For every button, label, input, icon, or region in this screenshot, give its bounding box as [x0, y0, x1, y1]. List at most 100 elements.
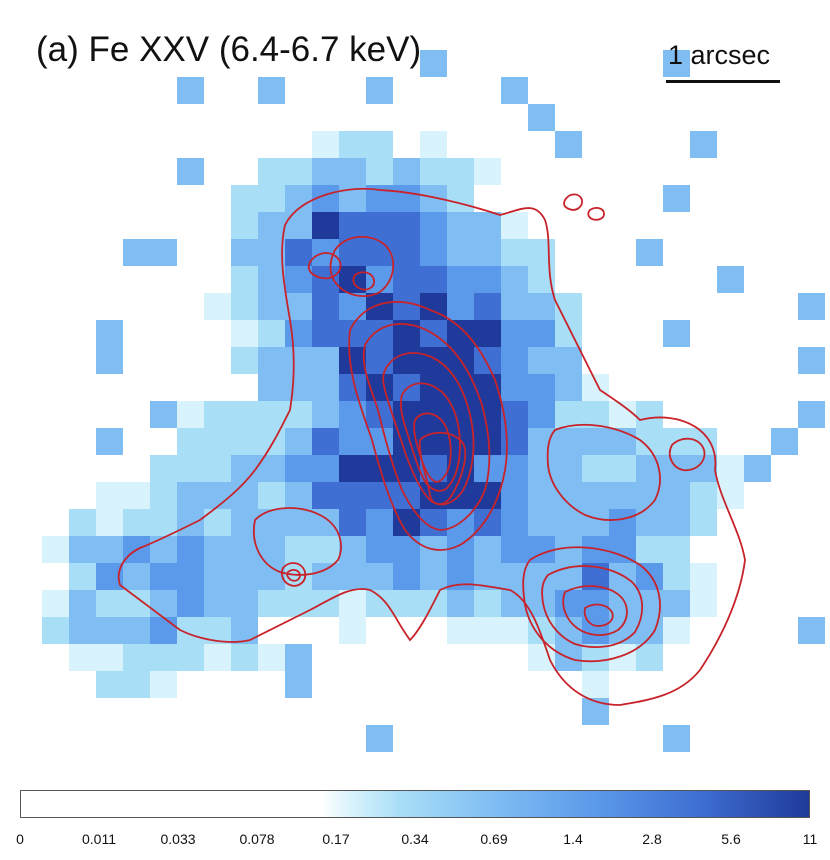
- map-pixel: [555, 131, 582, 158]
- map-pixel: [69, 509, 96, 536]
- map-pixel: [339, 239, 366, 266]
- map-pixel: [231, 239, 258, 266]
- colorbar-tick-label: 0: [16, 831, 24, 847]
- map-pixel: [690, 590, 717, 617]
- map-pixel: [258, 266, 285, 293]
- map-pixel: [555, 482, 582, 509]
- map-pixel: [609, 455, 636, 482]
- scale-bar-line: [666, 80, 780, 83]
- map-pixel: [501, 482, 528, 509]
- map-pixel: [447, 266, 474, 293]
- map-pixel: [555, 347, 582, 374]
- map-pixel: [258, 77, 285, 104]
- map-pixel: [285, 644, 312, 671]
- map-pixel: [366, 509, 393, 536]
- map-pixel: [798, 617, 825, 644]
- map-pixel: [312, 266, 339, 293]
- map-pixel: [393, 590, 420, 617]
- map-pixel: [798, 401, 825, 428]
- contour-line: [399, 382, 461, 492]
- map-pixel: [339, 347, 366, 374]
- map-pixel: [231, 590, 258, 617]
- map-pixel: [150, 401, 177, 428]
- map-pixel: [258, 509, 285, 536]
- map-pixel: [636, 536, 663, 563]
- map-pixel: [393, 401, 420, 428]
- contour-line: [280, 562, 307, 587]
- map-pixel: [258, 239, 285, 266]
- map-pixel: [393, 482, 420, 509]
- map-pixel: [798, 347, 825, 374]
- map-pixel: [663, 563, 690, 590]
- colorbar-tick-label: 1.4: [563, 831, 583, 847]
- map-pixel: [258, 185, 285, 212]
- map-pixel: [204, 482, 231, 509]
- map-pixel: [393, 185, 420, 212]
- map-pixel: [339, 482, 366, 509]
- colorbar-tick-label: 11: [802, 831, 818, 847]
- map-pixel: [285, 239, 312, 266]
- map-pixel: [42, 617, 69, 644]
- map-pixel: [258, 347, 285, 374]
- map-pixel: [177, 509, 204, 536]
- map-pixel: [366, 320, 393, 347]
- map-pixel: [528, 428, 555, 455]
- map-pixel: [636, 401, 663, 428]
- scale-bar-label: 1 arcsec: [668, 40, 771, 70]
- map-pixel: [663, 50, 690, 77]
- map-pixel: [285, 347, 312, 374]
- map-pixel: [528, 617, 555, 644]
- map-pixel: [690, 563, 717, 590]
- map-pixel: [312, 158, 339, 185]
- map-pixel: [555, 320, 582, 347]
- map-pixel: [717, 455, 744, 482]
- map-pixel: [582, 671, 609, 698]
- map-pixel: [150, 563, 177, 590]
- map-pixel: [798, 293, 825, 320]
- map-pixel: [636, 428, 663, 455]
- map-pixel: [528, 563, 555, 590]
- map-pixel: [555, 590, 582, 617]
- pixel-grid: [42, 50, 825, 752]
- map-pixel: [393, 347, 420, 374]
- map-pixel: [609, 509, 636, 536]
- map-pixel: [204, 455, 231, 482]
- map-pixel: [609, 482, 636, 509]
- map-pixel: [204, 293, 231, 320]
- contour-line: [329, 236, 394, 297]
- map-pixel: [366, 212, 393, 239]
- colorbar-tick-label: 2.8: [642, 831, 662, 847]
- map-pixel: [339, 617, 366, 644]
- map-pixel: [312, 374, 339, 401]
- map-pixel: [123, 563, 150, 590]
- map-pixel: [231, 428, 258, 455]
- map-pixel: [69, 536, 96, 563]
- map-pixel: [447, 158, 474, 185]
- map-pixel: [393, 212, 420, 239]
- map-pixel: [393, 536, 420, 563]
- map-pixel: [231, 482, 258, 509]
- map-pixel: [690, 482, 717, 509]
- map-pixel: [663, 509, 690, 536]
- map-pixel: [366, 131, 393, 158]
- map-pixel: [312, 320, 339, 347]
- map-pixel: [312, 212, 339, 239]
- contour-line: [583, 603, 614, 627]
- map-pixel: [393, 563, 420, 590]
- map-pixel: [447, 212, 474, 239]
- contour-lines: [117, 187, 746, 706]
- map-pixel: [312, 482, 339, 509]
- map-pixel: [285, 374, 312, 401]
- map-pixel: [285, 428, 312, 455]
- colorbar-tick-label: 5.6: [721, 831, 741, 847]
- map-pixel: [285, 536, 312, 563]
- contour-line: [541, 565, 644, 649]
- map-pixel: [312, 590, 339, 617]
- contour-line: [587, 207, 605, 221]
- map-pixel: [582, 455, 609, 482]
- map-pixel: [231, 266, 258, 293]
- map-pixel: [420, 158, 447, 185]
- map-pixel: [582, 509, 609, 536]
- map-pixel: [231, 536, 258, 563]
- map-pixel: [474, 347, 501, 374]
